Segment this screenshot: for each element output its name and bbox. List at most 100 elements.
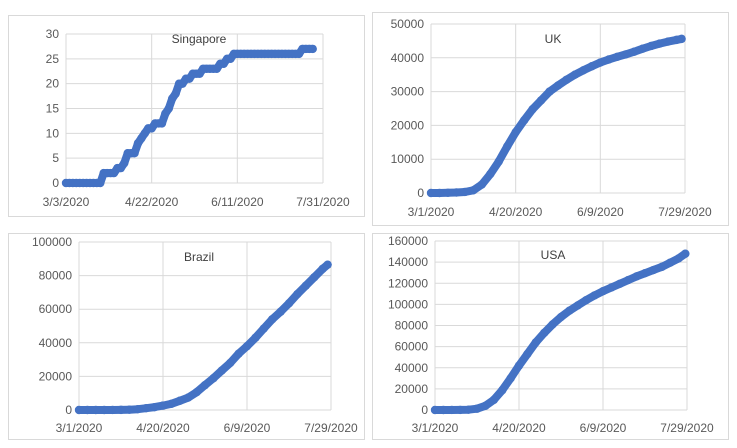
- data-point: [130, 149, 139, 158]
- data-point: [310, 273, 319, 282]
- data-point: [511, 127, 520, 137]
- y-tick-label: 0: [52, 176, 59, 190]
- data-point: [514, 361, 524, 370]
- y-tick-label: 0: [65, 403, 72, 417]
- x-tick-label: 4/20/2020: [492, 421, 546, 435]
- data-point: [133, 404, 142, 414]
- chart-brazil: 3/1/2020 4/20/2020 6/9/2020 7/29/2020 0 20000…: [8, 233, 365, 440]
- data-point: [284, 299, 294, 308]
- data-point: [226, 358, 235, 368]
- y-tick-label: 120000: [388, 276, 428, 290]
- x-tick-label: 6/11/2020: [211, 195, 264, 209]
- x-tick-label: 7/31/2020: [296, 195, 350, 209]
- y-tick-label: 15: [46, 102, 60, 116]
- data-point: [200, 380, 210, 390]
- data-point: [251, 333, 260, 342]
- y-tick-label: 10: [46, 126, 60, 140]
- data-point: [464, 405, 473, 414]
- y-tick-label: 140000: [388, 255, 428, 269]
- data-point: [293, 289, 302, 299]
- data-point: [447, 405, 456, 415]
- x-tick-label: 6/9/2020: [580, 421, 627, 435]
- chart-title: Singapore: [172, 32, 227, 46]
- data-point: [523, 349, 532, 359]
- series-trail: [431, 249, 690, 414]
- data-point: [489, 395, 498, 405]
- y-tick-label: 50000: [391, 17, 425, 31]
- series-trail: [427, 34, 686, 197]
- data-point: [536, 96, 546, 105]
- data-point: [469, 186, 478, 195]
- data-point: [646, 41, 656, 51]
- series-trail: [62, 44, 317, 187]
- data-point: [301, 281, 310, 290]
- data-point: [268, 315, 277, 324]
- data-point: [548, 320, 557, 329]
- data-point: [323, 260, 332, 269]
- x-tick-label: 3/1/2020: [408, 205, 455, 219]
- data-point: [477, 180, 486, 189]
- data-point: [657, 262, 666, 272]
- data-point: [630, 47, 639, 56]
- chart-usa-svg: 3/1/2020 4/20/2020 6/9/2020 7/29/2020 0 20000…: [388, 234, 714, 435]
- data-point: [666, 258, 675, 267]
- chart-title: USA: [541, 248, 566, 262]
- data-point: [481, 401, 490, 410]
- data-point: [175, 396, 184, 405]
- data-point: [439, 405, 448, 415]
- y-tick-label: 80000: [39, 269, 73, 283]
- y-tick-label: 80000: [395, 319, 429, 333]
- data-point: [632, 272, 641, 281]
- y-tick-label: 20000: [39, 369, 73, 383]
- data-point: [663, 37, 673, 46]
- data-point: [142, 403, 151, 413]
- data-point: [108, 405, 117, 415]
- y-tick-label: 160000: [388, 234, 428, 248]
- x-tick-label: 3/3/2020: [43, 195, 90, 209]
- data-point: [587, 62, 597, 71]
- data-point: [615, 279, 624, 288]
- y-tick-label: 0: [417, 186, 424, 200]
- chart-uk: 3/1/2020 4/20/2020 6/9/2020 7/29/2020 0 10000…: [372, 12, 729, 226]
- data-point: [426, 188, 436, 198]
- data-point: [562, 75, 571, 84]
- data-point: [640, 269, 650, 278]
- data-point: [498, 386, 507, 395]
- data-point: [456, 405, 465, 415]
- data-point: [519, 116, 529, 125]
- y-tick-label: 40000: [391, 51, 425, 65]
- data-point: [452, 188, 461, 197]
- data-point: [120, 158, 129, 168]
- y-tick-label: 60000: [395, 340, 429, 354]
- data-point: [553, 81, 563, 90]
- chart-singapore: 3/3/2020 4/22/2020 6/11/2020 7/31/2020 0 5 10 1…: [8, 15, 365, 217]
- data-point: [167, 399, 176, 408]
- y-tick-label: 40000: [39, 336, 73, 350]
- data-point: [74, 405, 84, 415]
- y-tick-label: 25: [46, 52, 60, 66]
- data-point: [217, 366, 226, 375]
- chart-uk-svg: 3/1/2020 4/20/2020 6/9/2020 7/29/2020 0 10000…: [391, 17, 712, 219]
- data-point: [638, 44, 647, 53]
- chart-title: Brazil: [184, 250, 214, 264]
- data-point: [506, 374, 515, 383]
- data-point: [96, 178, 105, 188]
- data-point: [83, 405, 92, 415]
- x-tick-label: 7/29/2020: [304, 421, 358, 435]
- data-point: [528, 104, 537, 114]
- data-point: [276, 307, 285, 316]
- y-tick-label: 30: [46, 27, 60, 41]
- y-tick-label: 20000: [391, 118, 425, 132]
- y-tick-label: 100000: [388, 297, 428, 311]
- y-tick-label: 0: [421, 403, 428, 417]
- data-point: [590, 291, 599, 300]
- data-point: [649, 265, 658, 275]
- y-tick-label: 60000: [39, 302, 73, 316]
- data-point: [125, 405, 134, 414]
- x-tick-label: 6/9/2020: [577, 205, 624, 219]
- data-point: [582, 295, 591, 305]
- y-tick-label: 10000: [391, 152, 425, 166]
- chart-usa: 3/1/2020 4/20/2020 6/9/2020 7/29/2020 0 20000…: [372, 233, 729, 440]
- chart-brazil-svg: 3/1/2020 4/20/2020 6/9/2020 7/29/2020 0 20000…: [32, 235, 358, 435]
- data-point: [430, 405, 440, 415]
